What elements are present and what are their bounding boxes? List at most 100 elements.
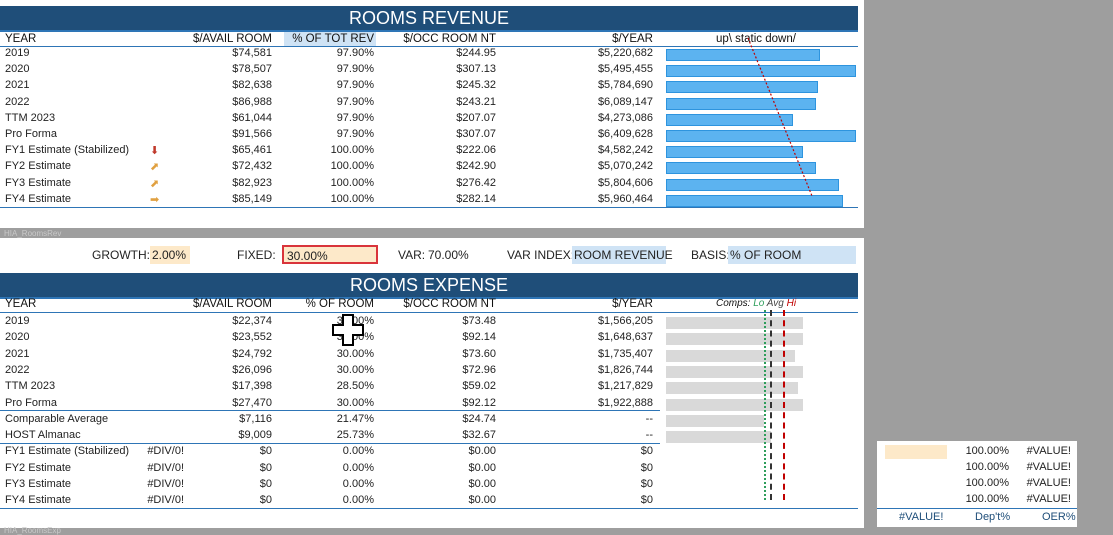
exp-cell-year: FY1 Estimate (Stabilized) (5, 445, 130, 458)
exp-cell-occ: $32.67 (462, 429, 496, 442)
comp-lo-line (764, 310, 766, 500)
rev-cell-total: $4,273,086 (597, 111, 653, 124)
exp-cell-avail: $0 (259, 478, 272, 490)
exp-cell-occ: $92.14 (462, 331, 496, 344)
rev-cell-total: $5,960,464 (597, 192, 653, 205)
var-label: VAR: (398, 248, 426, 262)
exp-cell-year: FY4 Estimate (5, 494, 72, 507)
exp-cell-col2: #DIV/0! (147, 461, 184, 474)
rev-total-bar (666, 65, 856, 78)
exp-cell-pct: 25.73% (336, 429, 374, 442)
exp-cell-year: TTM 2023 (5, 380, 56, 393)
exp-cell-occ: $0.00 (468, 478, 496, 490)
exp-cell-total: $0 (640, 478, 653, 490)
rev-total-bar (666, 178, 839, 191)
comps-avg: Avg (766, 298, 784, 309)
growth-value[interactable]: 2.00% (150, 246, 190, 264)
fixed-label: FIXED: (237, 248, 276, 262)
exp-cell-pct: 21.47% (336, 412, 374, 425)
exp-cell-occ: $59.02 (462, 380, 496, 393)
side-panel-rule (877, 508, 1077, 509)
rev-total-bar (666, 146, 803, 159)
rev-cell-occ: $307.07 (456, 128, 496, 140)
rev-cell-total: $4,582,242 (597, 144, 653, 157)
exp-cell-occ: $73.60 (462, 347, 496, 360)
rev-cell-total: $5,070,242 (597, 160, 653, 173)
side-footer-a: #VALUE! (899, 511, 944, 523)
rev-total-bar (666, 97, 816, 110)
exp-cell-avail: $22,374 (232, 315, 272, 327)
rev-bottom-rule (0, 207, 858, 208)
assumptions-panel: GROWTH: 2.00% FIXED: 30.00% VAR: 70.00% … (0, 238, 864, 528)
exp-cell-avail: $9,009 (238, 429, 272, 442)
rev-cell-total: $6,089,147 (597, 95, 653, 108)
rev-cell-total: $5,784,690 (597, 79, 653, 92)
trend-line (747, 37, 813, 197)
exp-cell-occ: $0.00 (468, 445, 496, 458)
rev-total-bar (666, 49, 820, 61)
rev-header-year-total: $/YEAR (612, 33, 653, 45)
side-cell-value: #VALUE! (1026, 461, 1071, 473)
side-cell-value: #VALUE! (1026, 445, 1071, 457)
exp-cell-year: 2020 (5, 331, 30, 344)
rev-cell-avail: $85,149 (232, 192, 272, 205)
rev-cell-avail: $78,507 (232, 63, 272, 76)
growth-label: GROWTH: (92, 248, 150, 262)
exp-cell-total: $1,566,205 (597, 315, 653, 327)
exp-cell-avail: $0 (259, 461, 272, 474)
sheet-tab-rooms-rev[interactable]: HIA_RoomsRev (4, 229, 62, 238)
rev-cell-pct: 97.90% (336, 95, 374, 108)
exp-cell-total: $0 (640, 445, 653, 458)
var-index-value[interactable]: ROOM REVENUE (572, 246, 673, 264)
basis-value[interactable]: % OF ROOM (728, 246, 856, 264)
side-footer-c: OER% (1042, 511, 1076, 523)
rev-cell-pct: 97.90% (336, 79, 374, 92)
rev-cell-avail: $65,461 (232, 144, 272, 157)
var-index-label: VAR INDEX: (507, 248, 575, 262)
exp-total-bar (666, 317, 803, 329)
exp-total-bar (666, 414, 764, 427)
exp-header-comps: Comps: Lo Avg Hi (716, 298, 796, 309)
rev-cell-pct: 97.90% (336, 111, 374, 124)
rev-cell-year: 2020 (5, 63, 30, 76)
side-cell-pct: 100.00% (965, 493, 1009, 505)
exp-cell-pct: 30.00% (336, 363, 374, 376)
exp-cell-total: $1,217,829 (597, 380, 653, 393)
exp-cell-total: -- (645, 412, 653, 425)
rev-cell-year: TTM 2023 (5, 111, 56, 124)
rev-cell-occ: $222.06 (456, 144, 496, 157)
rev-header-occ: $/OCC ROOM NT (403, 33, 496, 45)
exp-cell-total: $1,922,888 (597, 396, 653, 409)
exp-cell-year: 2021 (5, 347, 30, 360)
exp-cell-avail: $0 (259, 445, 272, 458)
exp-cell-pct: 0.00% (342, 445, 374, 458)
side-cell-pct: 100.00% (965, 445, 1009, 457)
fixed-value-input[interactable]: 30.00% (282, 245, 378, 264)
trend-right-arrow-icon: ➡ (150, 193, 160, 206)
exp-header-avail: $/AVAIL ROOM (192, 298, 272, 310)
exp-cell-occ: $92.12 (462, 396, 496, 409)
rev-cell-occ: $244.95 (456, 47, 496, 59)
rev-cell-total: $6,409,628 (597, 128, 653, 140)
comps-lo: Lo (753, 298, 765, 309)
exp-total-bar (666, 349, 795, 362)
exp-header-pct: % OF ROOM (305, 298, 374, 310)
rooms-revenue-title: ROOMS REVENUE (0, 6, 858, 32)
side-cell-pct: 100.00% (965, 461, 1009, 473)
exp-cell-avail: $0 (259, 494, 272, 507)
rev-total-bar (666, 81, 818, 94)
exp-cell-year: Pro Forma (5, 396, 57, 409)
exp-header-year-total: $/YEAR (612, 298, 653, 310)
exp-total-bar (666, 431, 771, 444)
rev-header-trend: up\ static down/ (716, 33, 796, 45)
rev-cell-avail: $82,638 (232, 79, 272, 92)
exp-cell-total: $1,735,407 (597, 347, 653, 360)
exp-total-bar (666, 333, 803, 346)
exp-header-year: YEAR (5, 298, 37, 310)
move-cursor-icon (332, 314, 364, 346)
exp-cell-total: -- (645, 429, 653, 442)
rev-cell-occ: $245.32 (456, 79, 496, 92)
exp-cell-occ: $0.00 (468, 461, 496, 474)
side-panel-swatch (885, 445, 947, 459)
rev-cell-year: FY1 Estimate (Stabilized) (5, 144, 130, 157)
